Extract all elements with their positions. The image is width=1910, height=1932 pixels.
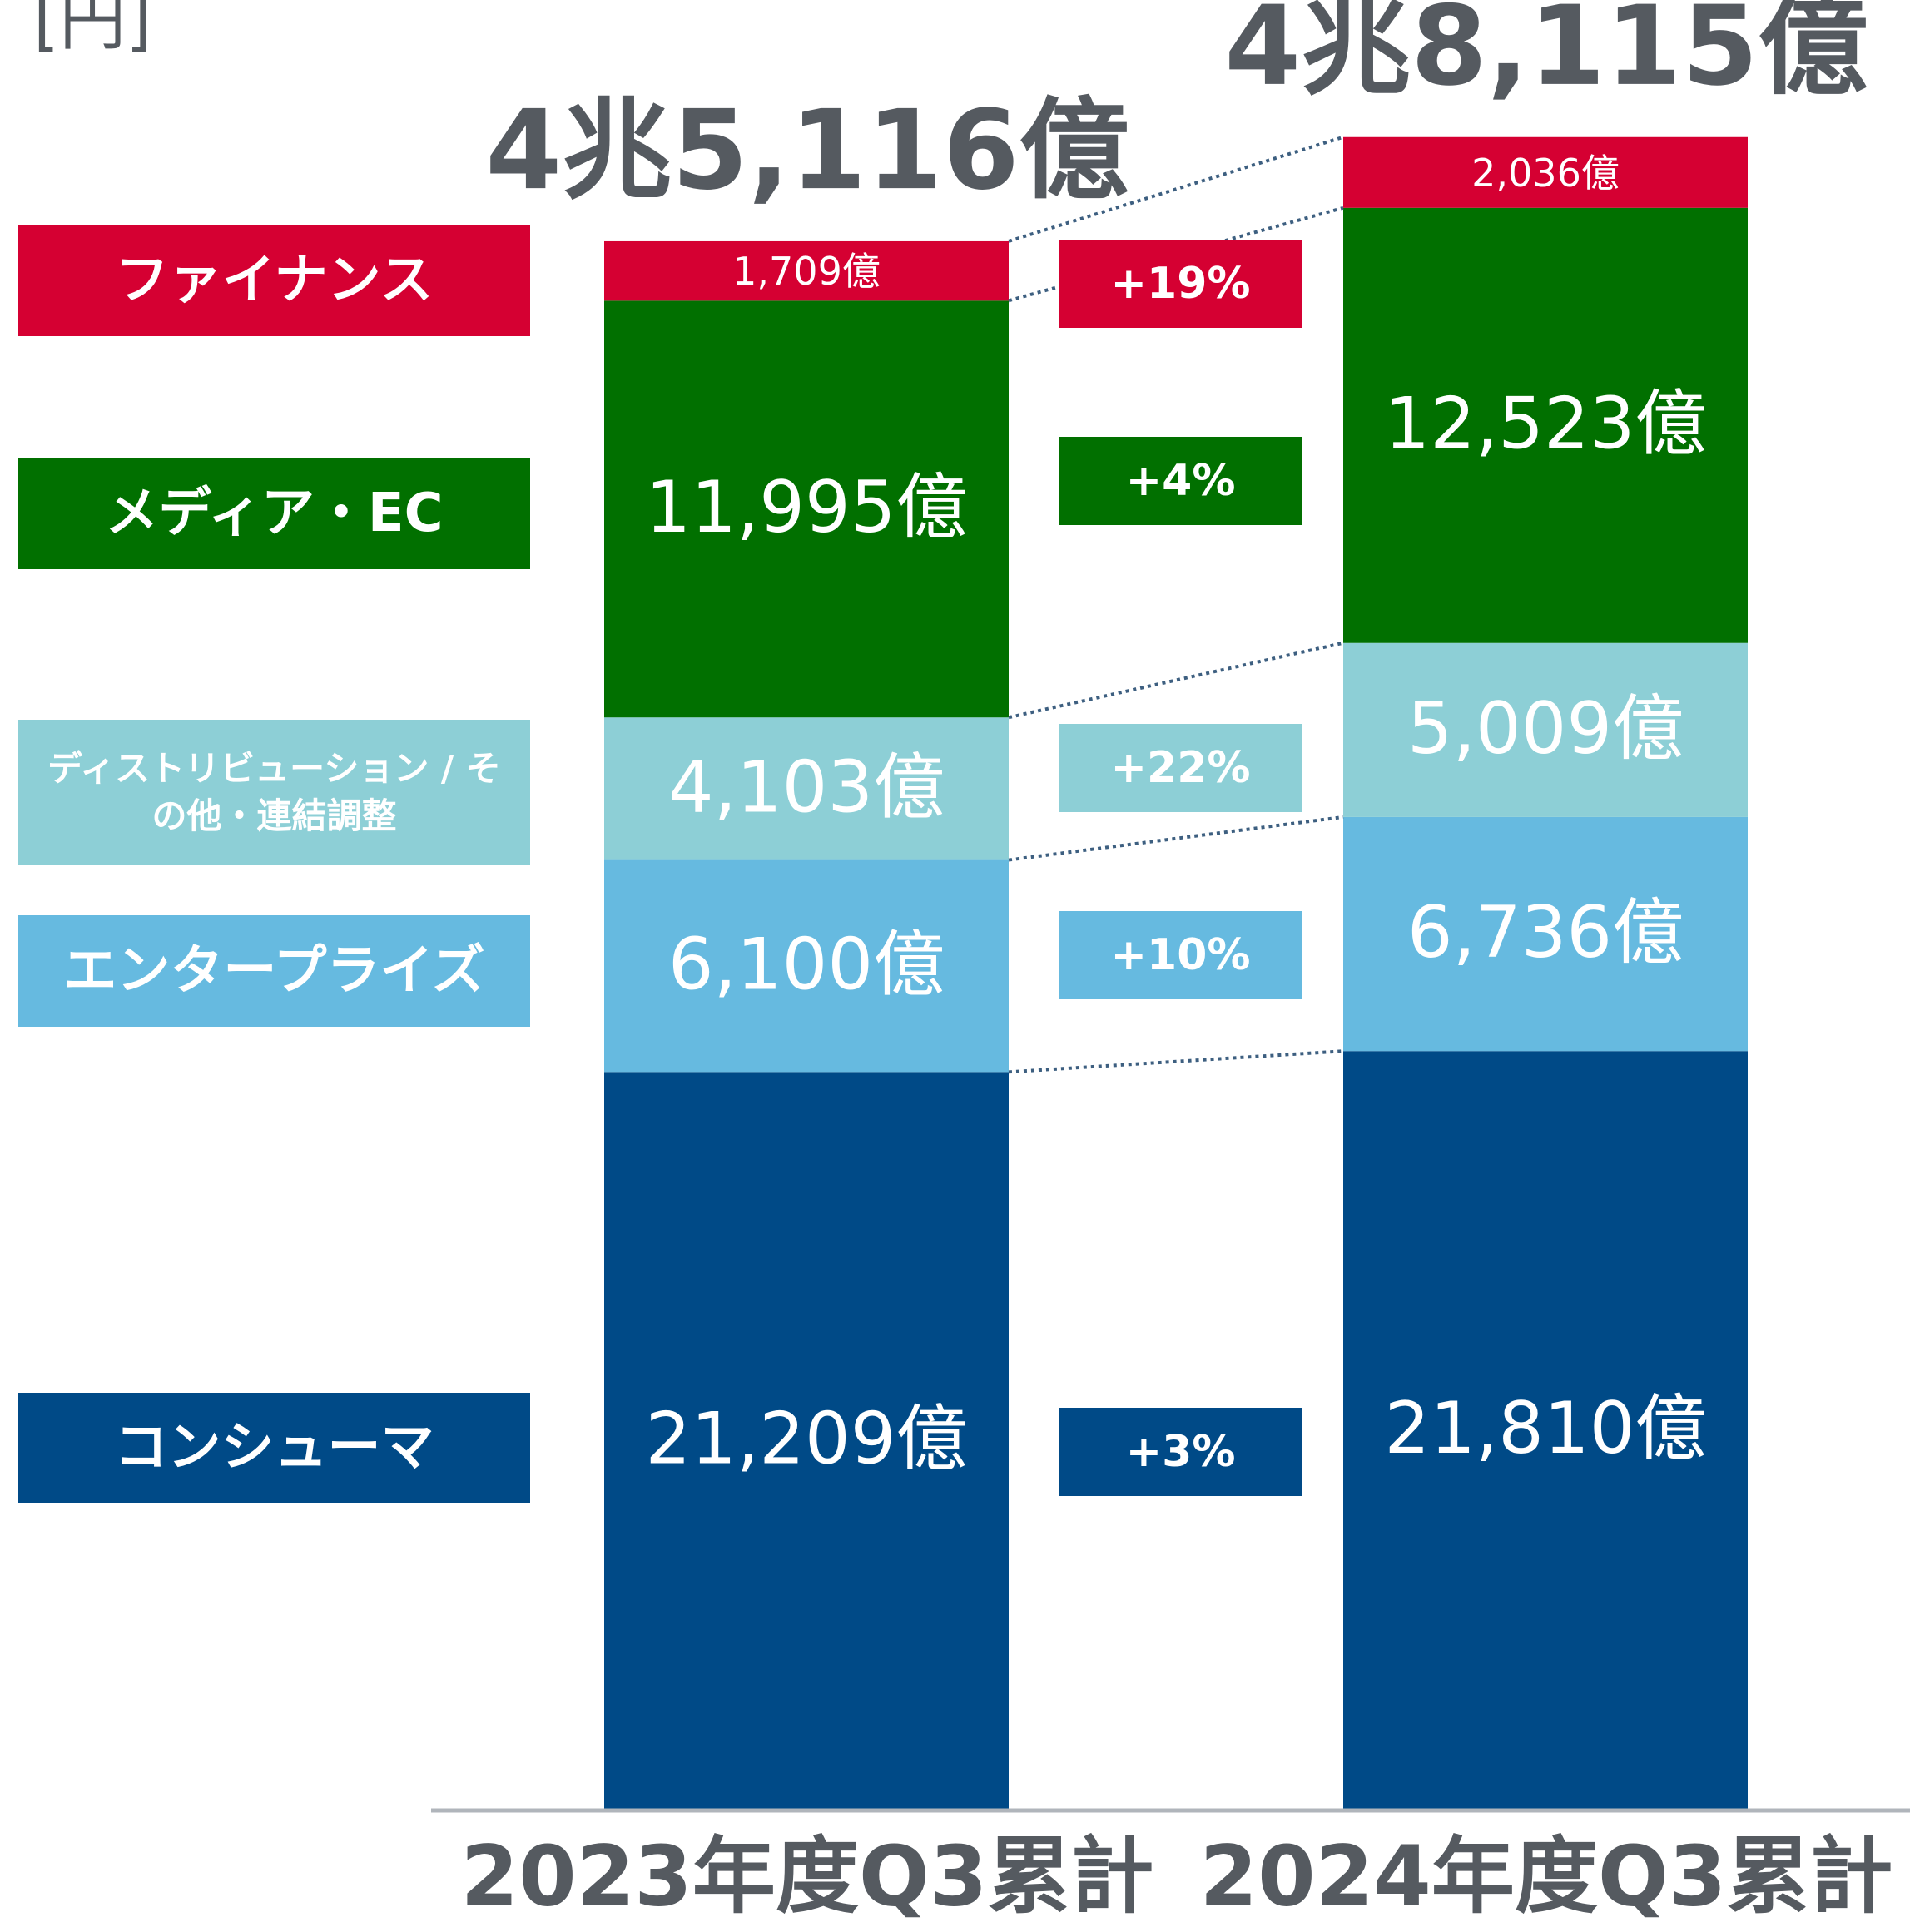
bar-segment xyxy=(604,1072,1009,1809)
x-tick-label: 2023年度Q3累計 xyxy=(461,1827,1154,1925)
total-label: 4兆5,116億 xyxy=(485,87,1129,215)
growth-label: +22% xyxy=(1059,724,1302,812)
growth-label: +10% xyxy=(1059,911,1302,999)
bar-segment xyxy=(1343,642,1748,817)
value-label: 11,995億 xyxy=(646,466,968,549)
legend-item: エンタープライズ xyxy=(18,915,530,1027)
legend-item: ディストリビューション / その他・連結調整 xyxy=(18,720,530,865)
value-label: 1,709億 xyxy=(732,249,881,294)
bar-segment xyxy=(604,300,1009,718)
connector xyxy=(1008,1049,1344,1074)
value-label: 21,810億 xyxy=(1385,1387,1707,1470)
bar-segment xyxy=(604,717,1009,860)
bar-segment xyxy=(1343,136,1748,208)
value-label: 4,103億 xyxy=(668,746,945,829)
connector xyxy=(1008,641,1344,720)
value-label: 21,209億 xyxy=(646,1398,968,1481)
connector xyxy=(1008,815,1344,862)
bar-segment xyxy=(604,240,1009,301)
legend-item: ファイナンス xyxy=(18,225,530,336)
value-label: 12,523億 xyxy=(1385,383,1707,466)
growth-label: +3% xyxy=(1059,1408,1302,1496)
bar-segment xyxy=(1343,816,1748,1052)
value-label: 6,100億 xyxy=(668,923,945,1006)
bar-segment xyxy=(604,859,1009,1073)
total-label: 4兆8,115億 xyxy=(1224,0,1868,111)
connector xyxy=(1008,135,1344,243)
growth-label: +19% xyxy=(1059,240,1302,328)
bar-segment xyxy=(1343,207,1748,643)
legend-item: メディア・EC xyxy=(18,458,530,569)
bar-segment xyxy=(1343,1051,1748,1809)
growth-label: +4% xyxy=(1059,437,1302,525)
x-tick-label: 2024年度Q3累計 xyxy=(1200,1827,1893,1925)
value-label: 5,009億 xyxy=(1407,687,1684,770)
legend-item: コンシューマ xyxy=(18,1393,530,1503)
unit-label: [円] xyxy=(33,0,151,59)
value-label: 2,036億 xyxy=(1471,151,1620,196)
value-label: 6,736億 xyxy=(1407,891,1684,974)
